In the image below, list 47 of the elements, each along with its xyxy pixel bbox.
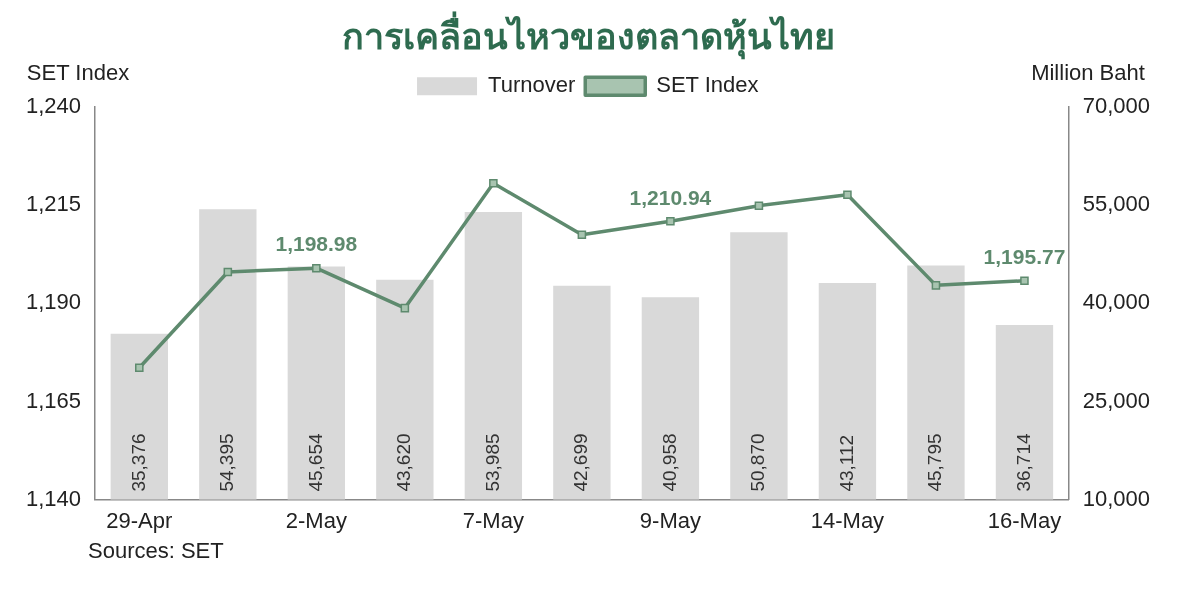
point [312, 263, 321, 273]
text: 70,000 [1082, 93, 1151, 119]
point [577, 230, 587, 240]
point [754, 201, 764, 210]
text: 1,140 [25, 485, 82, 511]
point [400, 303, 410, 313]
x-tick-label: 7-May [462, 507, 524, 533]
text: 1,165 [25, 387, 82, 413]
point [489, 179, 498, 188]
source-note: Sources: SET [88, 538, 225, 564]
point [135, 363, 144, 373]
legend-label: Turnover [488, 72, 576, 98]
chart-title: การเคลื่อนไหวของตลาดหุ้นไทย [341, 10, 835, 60]
text: 25,000 [1082, 387, 1151, 413]
data-label: 43,620 [393, 433, 415, 492]
x-tick-label: 14-May [810, 507, 885, 533]
text: 1,215 [25, 191, 82, 217]
point [223, 267, 233, 277]
y2-axis-title: Million Baht [1031, 60, 1145, 86]
point [843, 190, 852, 199]
text: 1,190 [25, 289, 82, 315]
point [931, 281, 941, 290]
data-label: 54,395 [216, 433, 238, 492]
data-label: 45,795 [924, 433, 946, 492]
data-label: 45,654 [304, 433, 326, 492]
x-tick-label: 2-May [285, 507, 347, 533]
text: 10,000 [1082, 485, 1151, 511]
data-label: 1,195.77 [983, 245, 1066, 269]
data-label: 50,870 [747, 433, 769, 492]
point [1020, 276, 1029, 286]
data-label: 36,714 [1012, 433, 1034, 492]
text: 1,240 [25, 93, 82, 119]
x-tick-label: 16-May [987, 507, 1062, 533]
x-tick-label: 9-May [639, 507, 701, 533]
text: 40,000 [1082, 289, 1151, 315]
data-label: 53,985 [481, 433, 503, 492]
data-label: 35,376 [127, 433, 149, 492]
data-label: 1,210.94 [629, 185, 712, 209]
data-label: 40,958 [658, 433, 680, 492]
text: 55,000 [1082, 191, 1151, 217]
data-label: 43,112 [835, 434, 857, 492]
data-label: 42,699 [570, 433, 592, 492]
y-axis-title: SET Index [26, 60, 130, 86]
point [666, 216, 675, 226]
legend-label: SET Index [656, 72, 759, 98]
x-tick-label: 29-Apr [106, 507, 173, 533]
data-label: 1,198.98 [275, 232, 358, 256]
